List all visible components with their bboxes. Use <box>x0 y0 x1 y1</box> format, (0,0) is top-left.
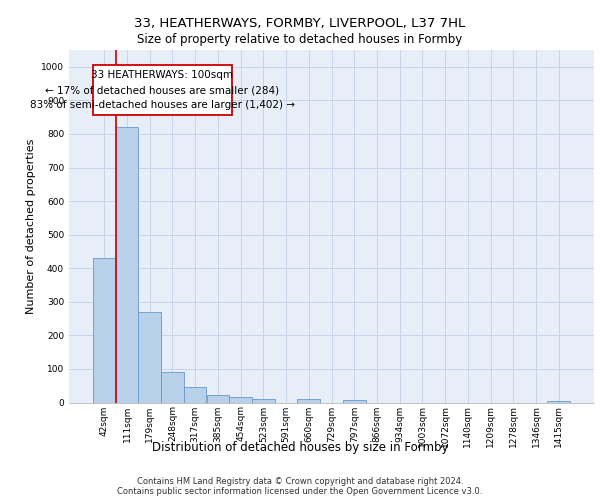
Text: Contains HM Land Registry data © Crown copyright and database right 2024.: Contains HM Land Registry data © Crown c… <box>137 476 463 486</box>
Bar <box>343 400 365 402</box>
Text: Contains public sector information licensed under the Open Government Licence v3: Contains public sector information licen… <box>118 486 482 496</box>
Y-axis label: Number of detached properties: Number of detached properties <box>26 138 35 314</box>
Text: 33, HEATHERWAYS, FORMBY, LIVERPOOL, L37 7HL: 33, HEATHERWAYS, FORMBY, LIVERPOOL, L37 … <box>134 18 466 30</box>
Bar <box>184 386 206 402</box>
Text: Distribution of detached houses by size in Formby: Distribution of detached houses by size … <box>152 441 448 454</box>
Bar <box>252 399 275 402</box>
Bar <box>547 401 570 402</box>
Bar <box>116 127 139 402</box>
Bar <box>206 395 229 402</box>
Bar <box>229 398 252 402</box>
Bar <box>139 312 161 402</box>
Bar <box>93 258 116 402</box>
Text: 33 HEATHERWAYS: 100sqm
← 17% of detached houses are smaller (284)
83% of semi-de: 33 HEATHERWAYS: 100sqm ← 17% of detached… <box>30 70 295 110</box>
Bar <box>298 399 320 402</box>
Text: Size of property relative to detached houses in Formby: Size of property relative to detached ho… <box>137 32 463 46</box>
Bar <box>161 372 184 402</box>
Bar <box>94 65 232 116</box>
